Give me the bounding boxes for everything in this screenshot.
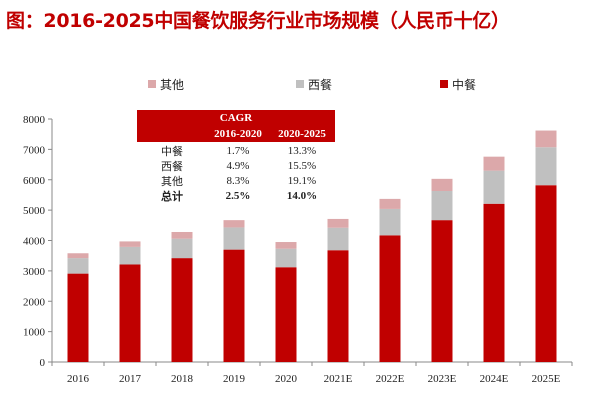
x-tick-label: 2020 (275, 373, 298, 385)
bar-segment-中餐 (483, 203, 505, 362)
legend-label: 中餐 (452, 77, 476, 92)
bar-segment-中餐 (171, 258, 193, 362)
bar-segment-其他 (379, 198, 401, 209)
bar-segment-中餐 (223, 249, 245, 362)
cagr-col-2: 2020-2025 (278, 128, 326, 140)
legend-label: 西餐 (308, 77, 332, 92)
bar-segment-中餐 (119, 264, 141, 362)
bar-segment-西餐 (431, 190, 453, 221)
x-tick-label: 2016 (67, 373, 90, 385)
bar-segment-西餐 (327, 227, 349, 251)
cagr-title: CAGR (219, 112, 253, 124)
cagr-row: 中餐 1.7% 13.3% (137, 144, 335, 159)
bar-segment-中餐 (535, 185, 557, 362)
bar-segment-西餐 (67, 258, 89, 274)
row-label: 西餐 (161, 160, 183, 173)
x-tick-label: 2017 (119, 373, 142, 385)
row-label: 其他 (161, 175, 183, 188)
row-value: 15.5% (287, 160, 317, 172)
y-tick-label: 0 (40, 357, 46, 369)
bar-segment-中餐 (431, 220, 453, 362)
y-tick-label: 6000 (23, 175, 46, 187)
y-tick-label: 7000 (23, 144, 46, 156)
bar-segment-西餐 (223, 227, 245, 250)
row-value: 13.3% (287, 145, 317, 157)
bar-segment-西餐 (119, 246, 141, 265)
bar-segment-其他 (119, 241, 141, 247)
cagr-header: CAGR 2016-2020 2020-2025 (137, 110, 335, 142)
cagr-row: 其他 8.3% 19.1% (137, 174, 335, 189)
bar-segment-其他 (171, 231, 193, 239)
x-tick-label: 2024E (480, 373, 509, 385)
cagr-table: CAGR 2016-2020 2020-2025 中餐 1.7% 13.3% 西餐 4… (137, 110, 335, 204)
legend-swatch (296, 80, 304, 88)
y-tick-label: 8000 (23, 114, 46, 126)
row-value: 8.3% (226, 175, 250, 187)
row-label: 总计 (161, 190, 183, 203)
bar-segment-中餐 (327, 250, 349, 362)
x-tick-label: 2019 (223, 373, 246, 385)
cagr-row: 西餐 4.9% 15.5% (137, 159, 335, 174)
bar-segment-西餐 (535, 147, 557, 186)
bar-segment-西餐 (483, 170, 505, 204)
bar-segment-其他 (275, 242, 297, 249)
y-tick-label: 2000 (23, 296, 46, 308)
row-value: 14.0% (286, 190, 318, 202)
bar-segment-其他 (327, 218, 349, 228)
bar-segment-中餐 (275, 267, 297, 362)
row-label: 中餐 (161, 145, 183, 158)
bar-segment-中餐 (67, 273, 89, 362)
x-tick-label: 2018 (171, 373, 194, 385)
bar-segment-其他 (431, 178, 453, 191)
bar-segment-西餐 (275, 248, 297, 268)
row-value: 1.7% (226, 145, 250, 157)
x-tick-label: 2022E (376, 373, 405, 385)
x-tick-label: 2021E (324, 373, 353, 385)
y-tick-label: 1000 (23, 327, 46, 339)
bar-segment-西餐 (171, 238, 193, 259)
bar-segment-其他 (483, 156, 505, 171)
chart-title: 图：2016-2025中国餐饮服务行业市场规模（人民币十亿） (6, 10, 510, 32)
bar-segment-其他 (223, 220, 245, 228)
y-tick-label: 4000 (23, 236, 46, 248)
row-value: 4.9% (226, 160, 250, 172)
row-value: 19.1% (287, 175, 317, 187)
legend-swatch (148, 80, 156, 88)
y-tick-label: 5000 (23, 205, 46, 217)
cagr-col-1: 2016-2020 (214, 128, 262, 140)
cagr-row-total: 总计 2.5% 14.0% (137, 189, 335, 204)
y-tick-label: 3000 (23, 266, 46, 278)
x-tick-label: 2025E (532, 373, 561, 385)
legend-swatch (440, 80, 448, 88)
legend-label: 其他 (160, 78, 184, 92)
row-value: 2.5% (225, 190, 251, 202)
x-tick-label: 2023E (428, 373, 457, 385)
bar-segment-其他 (535, 130, 557, 148)
bar-segment-西餐 (379, 208, 401, 236)
bar-segment-其他 (67, 253, 89, 259)
bar-segment-中餐 (379, 235, 401, 362)
